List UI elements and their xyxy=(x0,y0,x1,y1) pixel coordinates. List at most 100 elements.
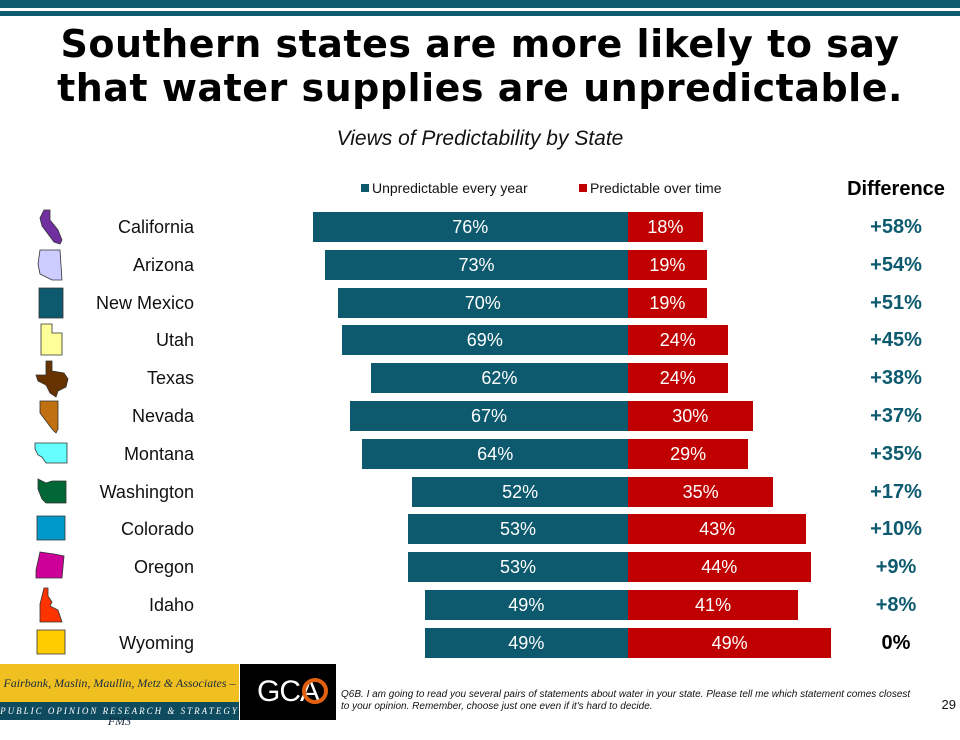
difference-value: +17% xyxy=(870,481,922,503)
page-number: 29 xyxy=(941,697,956,712)
state-map-icon xyxy=(35,360,69,398)
chart-row: California 76% 18% +58% xyxy=(0,209,960,245)
difference-value: +51% xyxy=(870,292,922,314)
state-label: Arizona xyxy=(132,255,194,275)
bar-predictable: 49% xyxy=(628,628,832,658)
difference-value: +35% xyxy=(870,443,922,465)
chart-row: Nevada 67% 30% +37% xyxy=(0,400,960,434)
page-title: Southern states are more likely to say t… xyxy=(57,22,903,110)
data-label-unpredictable: 49% xyxy=(508,633,545,653)
bar-unpredictable: 70% xyxy=(337,288,628,318)
chart-row: Idaho 49% 41% +8% xyxy=(0,587,960,623)
state-map-icon xyxy=(36,515,66,541)
top-rule-thick xyxy=(0,0,960,8)
fm3-logo: Fairbank, Maslin, Maullin, Metz & Associ… xyxy=(0,664,239,728)
bar-unpredictable: 76% xyxy=(312,212,628,242)
bar-unpredictable: 49% xyxy=(424,590,628,620)
difference-value: +58% xyxy=(870,216,922,238)
difference-value: +38% xyxy=(870,367,922,389)
state-map-icon xyxy=(36,629,66,655)
bar-predictable: 19% xyxy=(628,288,707,318)
legend-swatch-unpredictable xyxy=(361,184,369,192)
chart-row: Montana 64% 29% +35% xyxy=(0,439,960,469)
state-label: Washington xyxy=(99,482,194,502)
state-label: Utah xyxy=(155,330,194,350)
gca-logo: GCA xyxy=(240,664,336,720)
state-label: Idaho xyxy=(148,595,194,615)
data-label-predictable: 49% xyxy=(711,633,748,653)
data-label-predictable: 24% xyxy=(659,368,696,388)
data-label-predictable: 44% xyxy=(701,557,738,577)
difference-value: +54% xyxy=(870,254,922,276)
state-map-icon xyxy=(37,478,67,504)
state-map-icon xyxy=(35,551,65,579)
bar-predictable: 43% xyxy=(628,514,807,544)
legend-swatch-predictable xyxy=(579,184,587,192)
difference-value: +9% xyxy=(875,556,917,578)
bar-predictable: 19% xyxy=(628,250,707,280)
state-map-icon xyxy=(40,323,63,356)
bar-predictable: 18% xyxy=(628,212,703,242)
chart-row: Arizona 73% 19% +54% xyxy=(0,249,960,281)
state-label: New Mexico xyxy=(95,293,194,313)
data-label-predictable: 41% xyxy=(695,595,732,615)
state-map-icon xyxy=(38,287,64,319)
chart-row: New Mexico 70% 19% +51% xyxy=(0,287,960,319)
difference-header: Difference xyxy=(847,178,945,200)
difference-value: +10% xyxy=(870,518,922,540)
chart-row: Wyoming 49% 49% 0% xyxy=(0,628,960,658)
difference-value: 0% xyxy=(881,632,911,654)
data-label-predictable: 30% xyxy=(672,406,709,426)
bar-unpredictable: 69% xyxy=(341,325,628,355)
data-label-predictable: 35% xyxy=(682,482,719,502)
state-label: Colorado xyxy=(120,519,194,539)
diverging-bar-chart: California 76% 18% +58% Arizona 73% 19% +54% New… xyxy=(0,209,960,658)
data-label-unpredictable: 73% xyxy=(458,255,495,275)
bar-unpredictable: 53% xyxy=(408,514,628,544)
data-label-unpredictable: 69% xyxy=(466,330,503,350)
state-label: Nevada xyxy=(131,406,194,426)
data-label-unpredictable: 64% xyxy=(477,444,514,464)
bar-unpredictable: 62% xyxy=(370,363,628,393)
data-label-unpredictable: 70% xyxy=(464,293,501,313)
difference-value: +37% xyxy=(870,405,922,427)
state-map-icon xyxy=(39,587,63,623)
state-label: Montana xyxy=(123,444,194,464)
data-label-unpredictable: 67% xyxy=(470,406,507,426)
bar-unpredictable: 53% xyxy=(408,552,628,582)
bar-unpredictable: 52% xyxy=(412,477,628,507)
data-label-predictable: 24% xyxy=(659,330,696,350)
difference-value: +45% xyxy=(870,329,922,351)
difference-value: +8% xyxy=(875,594,917,616)
bar-predictable: 41% xyxy=(628,590,799,620)
chart-row: Texas 62% 24% +38% xyxy=(0,360,960,398)
chart-row: Oregon 53% 44% +9% xyxy=(0,551,960,582)
bar-predictable: 30% xyxy=(628,401,753,431)
bar-predictable: 35% xyxy=(628,477,774,507)
state-map-icon xyxy=(39,400,59,434)
data-label-unpredictable: 53% xyxy=(500,519,537,539)
data-label-unpredictable: 76% xyxy=(452,217,489,237)
legend-item-unpredictable: Unpredictable every year xyxy=(361,180,528,196)
bar-unpredictable: 67% xyxy=(349,401,628,431)
data-label-unpredictable: 52% xyxy=(502,482,539,502)
state-map-icon xyxy=(37,249,63,281)
bar-predictable: 24% xyxy=(628,325,728,355)
data-label-unpredictable: 62% xyxy=(481,368,518,388)
bar-unpredictable: 64% xyxy=(362,439,628,469)
chart-row: Washington 52% 35% +17% xyxy=(0,477,960,507)
data-label-predictable: 43% xyxy=(699,519,736,539)
state-label: Texas xyxy=(146,368,194,388)
bar-unpredictable: 73% xyxy=(325,250,628,280)
state-label: Wyoming xyxy=(119,633,194,653)
data-label-unpredictable: 49% xyxy=(508,595,545,615)
chart-row: Utah 69% 24% +45% xyxy=(0,323,960,356)
bar-unpredictable: 49% xyxy=(424,628,628,658)
chart-row: Colorado 53% 43% +10% xyxy=(0,514,960,544)
legend-item-predictable: Predictable over time xyxy=(579,180,722,196)
bar-predictable: 44% xyxy=(628,552,811,582)
state-label: Oregon xyxy=(133,557,194,577)
state-map-icon xyxy=(34,442,68,464)
data-label-predictable: 18% xyxy=(647,217,684,237)
bar-predictable: 24% xyxy=(628,363,728,393)
